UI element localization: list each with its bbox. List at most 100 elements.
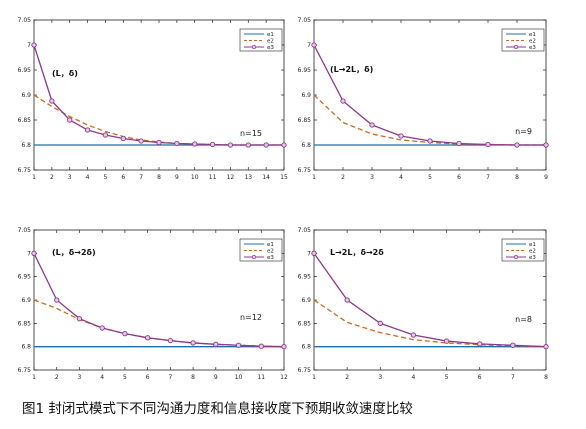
legend-label-e1: e1 <box>529 32 536 38</box>
data-point-e3 <box>192 141 198 147</box>
data-point-e3 <box>281 142 287 148</box>
x-tick-label: 3 <box>378 374 382 381</box>
legend-label-e3: e3 <box>267 45 274 51</box>
x-tick-label: 3 <box>68 174 72 181</box>
x-tick-label: 4 <box>412 374 416 381</box>
y-tick-label: 6.75 <box>18 167 32 174</box>
legend-marker-e3 <box>251 44 257 50</box>
data-point-e3 <box>120 135 126 142</box>
data-point-e3 <box>344 297 350 303</box>
y-tick-label: 6.95 <box>18 274 32 281</box>
y-tick-label: 6.75 <box>298 367 312 374</box>
x-tick-label: 2 <box>341 174 345 181</box>
data-point-e3 <box>190 340 196 346</box>
data-point-e3 <box>138 138 144 144</box>
x-tick-label: 3 <box>78 374 82 381</box>
y-tick-label: 6.85 <box>18 117 32 124</box>
iteration-count-label: n=12 <box>240 313 262 322</box>
x-tick-label: 15 <box>280 174 288 181</box>
legend-label-e3: e3 <box>529 45 536 51</box>
series-line-e3 <box>313 252 547 348</box>
x-tick-label: 1 <box>312 174 316 181</box>
y-tick-label: 6.85 <box>18 320 32 327</box>
x-tick-label: 8 <box>191 374 195 381</box>
x-tick-label: 6 <box>146 374 150 381</box>
legend-label-e1: e1 <box>267 32 274 38</box>
data-point-e3 <box>49 98 55 104</box>
legend-label-e2: e2 <box>267 39 274 45</box>
data-point-e3 <box>281 344 287 350</box>
legend-label-e2: e2 <box>529 39 536 45</box>
y-tick-label: 6.75 <box>298 167 312 174</box>
data-point-e3 <box>235 342 242 348</box>
x-tick-label: 5 <box>104 174 108 181</box>
y-tick-label: 6.95 <box>298 67 312 74</box>
y-tick-label: 6.95 <box>298 274 312 281</box>
legend-marker-e3 <box>513 44 519 50</box>
legend-marker-e3 <box>251 254 257 260</box>
x-tick-label: 2 <box>50 174 54 181</box>
data-point-e3 <box>377 320 383 326</box>
y-tick-label: 7 <box>27 42 31 49</box>
x-tick-label: 4 <box>100 374 104 381</box>
x-tick-label: 8 <box>544 374 548 381</box>
series-line-e2 <box>313 94 546 146</box>
data-point-e3 <box>213 341 219 347</box>
data-point-e3 <box>84 127 91 133</box>
data-point-e3 <box>443 338 450 344</box>
data-point-e3 <box>209 141 216 148</box>
y-tick-label: 7.05 <box>298 17 312 24</box>
x-tick-label: 10 <box>235 374 243 381</box>
y-tick-label: 6.9 <box>301 92 311 99</box>
data-point-e3 <box>510 342 516 348</box>
series-line-e3 <box>33 253 285 348</box>
legend-label-e3: e3 <box>267 255 274 261</box>
data-point-e3 <box>31 42 37 48</box>
x-tick-label: 6 <box>121 174 125 181</box>
legend-label-e2: e2 <box>529 249 536 255</box>
y-tick-label: 7 <box>307 250 311 257</box>
data-point-e3 <box>410 332 417 338</box>
data-point-e3 <box>369 122 375 128</box>
panel-annotation: (L→2L，δ) <box>330 65 373 74</box>
legend-label-e2: e2 <box>267 249 274 255</box>
data-point-e3 <box>543 344 549 350</box>
x-tick-label: 9 <box>175 174 179 181</box>
x-tick-label: 9 <box>544 174 548 181</box>
x-tick-label: 5 <box>123 374 127 381</box>
data-point-e3 <box>67 117 73 123</box>
figure-caption: 图1 封闭式模式下不同沟通力度和信息接收度下预期收敛速度比较 <box>22 401 413 417</box>
panel-annotation: (L，δ) <box>52 69 78 78</box>
x-tick-label: 10 <box>191 174 199 181</box>
x-tick-label: 11 <box>209 174 217 181</box>
legend-marker-e3 <box>513 254 519 260</box>
data-point-e3 <box>311 42 317 48</box>
data-point-e3 <box>427 138 433 144</box>
y-tick-label: 6.85 <box>298 117 312 124</box>
data-point-e3 <box>99 325 105 331</box>
data-point-e3 <box>54 297 60 303</box>
x-tick-label: 7 <box>139 174 143 181</box>
x-tick-label: 8 <box>157 174 161 181</box>
iteration-count-label: n=8 <box>515 315 532 324</box>
x-tick-label: 8 <box>515 174 519 181</box>
data-point-e3 <box>456 140 462 147</box>
data-point-e3 <box>245 142 251 148</box>
x-tick-label: 11 <box>257 374 265 381</box>
x-tick-label: 2 <box>345 374 349 381</box>
x-tick-label: 6 <box>457 174 461 181</box>
data-point-e3 <box>174 140 180 147</box>
x-tick-label: 7 <box>511 374 515 381</box>
legend-label-e3: e3 <box>529 255 536 261</box>
y-tick-label: 7.05 <box>298 227 312 234</box>
y-tick-label: 6.9 <box>21 297 31 304</box>
y-tick-label: 7 <box>27 250 31 257</box>
x-tick-label: 13 <box>244 174 252 181</box>
y-tick-label: 6.75 <box>18 367 32 374</box>
x-tick-label: 4 <box>399 174 403 181</box>
x-tick-label: 1 <box>312 374 316 381</box>
